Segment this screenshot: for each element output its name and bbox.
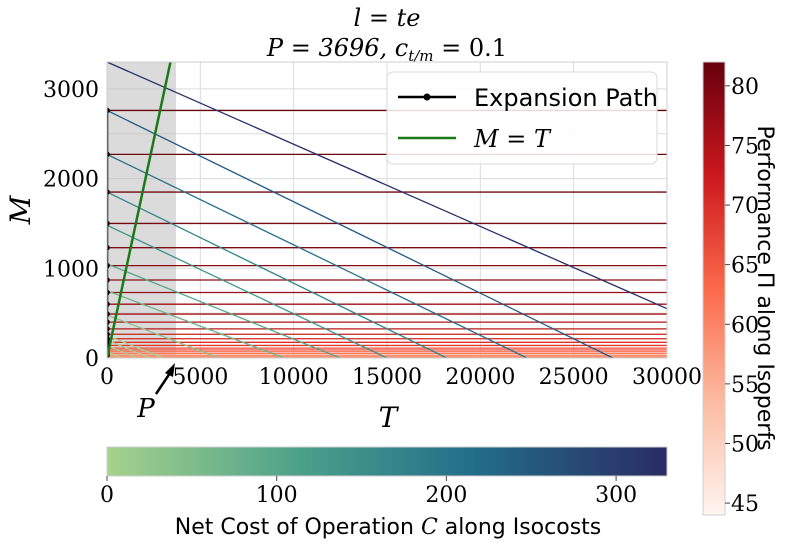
p-arrow-head xyxy=(165,363,175,377)
expansion-point-9 xyxy=(107,326,110,332)
y-tick-label-3: 3000 xyxy=(43,78,99,103)
colorbar-bottom-tick-label-1: 100 xyxy=(256,483,298,508)
expansion-point-19 xyxy=(107,151,110,158)
x-tick-label-2: 10000 xyxy=(259,365,329,390)
p-arrow-line xyxy=(154,372,172,395)
colorbar-right-tick-label-7: 80 xyxy=(731,75,759,100)
title-line2-tail: = 0.1 xyxy=(434,34,508,62)
p-label: P xyxy=(136,394,155,424)
colorbar-bottom-label-var: C xyxy=(421,515,438,540)
colorbar-bottom xyxy=(106,446,668,477)
isocost-line-1 xyxy=(107,314,220,358)
isocost-lines xyxy=(107,62,667,358)
expansion-point-20 xyxy=(107,107,110,114)
x-tick-label-0: 0 xyxy=(100,365,114,390)
p-annotation: P xyxy=(136,363,175,424)
plot-frame xyxy=(106,61,668,359)
isocost-line-5 xyxy=(107,191,448,358)
colorbar-bottom-tick-label-3: 300 xyxy=(595,483,637,508)
expansion-point-7 xyxy=(107,335,110,342)
isoperf-lines xyxy=(107,109,667,358)
x-tick-label-1: 5000 xyxy=(172,365,228,390)
chart-title-line1: l = te xyxy=(354,4,421,32)
colorbar-right-tick-label-5: 70 xyxy=(731,194,759,219)
legend: Expansion Path M = T xyxy=(386,71,658,165)
colorbar-bottom-label-suffix: along Isocosts xyxy=(438,515,601,540)
isocost-line-7 xyxy=(107,109,614,358)
legend-mt-label: M = T xyxy=(473,125,552,153)
colorbar-bottom-label-prefix: Net Cost of Operation xyxy=(175,515,421,540)
m-equals-t-line xyxy=(107,62,172,358)
y-tick-label-2: 2000 xyxy=(43,168,99,193)
colorbar-right xyxy=(702,61,726,516)
y-tick-labels: 0 1000 2000 3000 xyxy=(43,78,99,372)
isocost-small-1 xyxy=(107,344,138,358)
isocost-line-8 xyxy=(107,62,667,310)
colorbar-right-tick-label-1: 50 xyxy=(731,432,759,457)
expansion-point-17 xyxy=(107,220,110,227)
colorbar-bottom-ticks: 0 100 200 300 xyxy=(100,476,637,508)
expansion-point-13 xyxy=(107,289,110,296)
expansion-point-12 xyxy=(107,301,110,307)
colorbar-right-label: Performance Π along Isoperfs xyxy=(752,125,777,450)
x-tick-label-4: 20000 xyxy=(445,365,515,390)
expansion-point-16 xyxy=(107,244,110,251)
isocost-line-6 xyxy=(107,153,528,358)
m-equals-t xyxy=(107,62,172,358)
x-tick-labels: 0 5000 10000 15000 20000 25000 30000 xyxy=(100,365,702,390)
expansion-point-15 xyxy=(107,262,110,269)
colorbar-right-tick-label-2: 55 xyxy=(731,373,759,398)
isocost-line-3 xyxy=(107,263,341,358)
colorbar-right-tick-label-6: 75 xyxy=(731,134,759,159)
x-tick-label-6: 30000 xyxy=(632,365,702,390)
colorbar-right-tick-label-3: 60 xyxy=(731,313,759,338)
colorbar-right-ticks: 45 50 55 60 65 70 75 80 xyxy=(725,75,759,517)
title-line2-main: P = 3696, c xyxy=(266,34,408,62)
expansion-point-14 xyxy=(107,277,110,283)
isocost-line-0 xyxy=(107,334,164,358)
colorbar-bottom-label: Net Cost of Operation C along Isocosts xyxy=(175,515,602,540)
expansion-point-8 xyxy=(107,331,110,338)
y-axis-label: M xyxy=(4,194,37,225)
y-tick-label-0: 0 xyxy=(85,347,99,372)
colorbar-bottom-tick-label-2: 200 xyxy=(425,483,467,508)
isocost-small-2 xyxy=(107,339,151,358)
expansion-point-10 xyxy=(107,319,110,325)
x-tick-label-3: 15000 xyxy=(352,365,422,390)
legend-box xyxy=(386,71,658,165)
isocost-line-2 xyxy=(107,290,285,358)
colorbar-right-tick-label-4: 65 xyxy=(731,254,759,279)
x-tick-label-5: 25000 xyxy=(539,365,609,390)
colorbar-right-tick-label-0: 45 xyxy=(731,492,759,517)
isocost-line-4 xyxy=(107,224,388,358)
chart-title-line2: P = 3696, ct/m = 0.1 xyxy=(266,34,507,65)
legend-expansion-label: Expansion Path xyxy=(474,84,658,112)
title-line2-sub: t/m xyxy=(408,47,433,65)
expansion-point-11 xyxy=(107,311,110,317)
legend-expansion-marker xyxy=(423,93,431,101)
expansion-point-18 xyxy=(107,189,110,195)
y-tick-label-1: 1000 xyxy=(43,257,99,282)
x-axis-label: T xyxy=(379,401,400,434)
colorbar-bottom-tick-label-0: 0 xyxy=(100,483,114,508)
